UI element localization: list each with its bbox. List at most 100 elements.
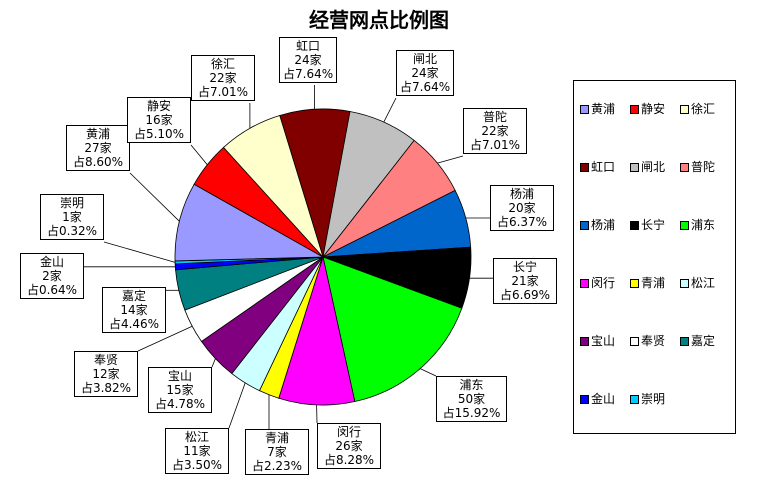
data-label-14: 黄浦 27家 占8.60% bbox=[66, 125, 130, 171]
legend-item: 青浦 bbox=[630, 277, 665, 289]
data-label-2: 普陀 22家 占7.01% bbox=[463, 108, 527, 154]
slice-percent: 占7.64% bbox=[400, 80, 451, 94]
slice-name: 长宁 bbox=[512, 260, 537, 274]
legend-label: 闵行 bbox=[591, 276, 616, 290]
slice-percent: 占0.32% bbox=[46, 224, 98, 238]
slice-name: 松江 bbox=[184, 430, 209, 444]
legend-item: 松江 bbox=[680, 277, 715, 289]
slice-name: 崇明 bbox=[59, 196, 84, 210]
slice-percent: 占15.92% bbox=[442, 406, 501, 420]
legend-label: 青浦 bbox=[641, 276, 666, 290]
legend-item: 静安 bbox=[630, 103, 665, 115]
legend-label: 浦东 bbox=[691, 218, 716, 232]
pie-slice-16 bbox=[222, 114, 324, 258]
leader-line-8 bbox=[228, 382, 246, 429]
legend: 黄浦 静安 徐汇虹口 闸北 普陀杨浦 长宁 浦东闵行 青浦 松江宝山 奉贤 嘉定金山 崇明 bbox=[573, 80, 736, 434]
legend-swatch bbox=[630, 337, 639, 346]
slice-name: 黄浦 bbox=[85, 127, 110, 141]
legend-item: 普陀 bbox=[680, 161, 715, 173]
leader-line-15 bbox=[190, 144, 208, 165]
slice-percent: 占4.78% bbox=[154, 397, 206, 411]
data-label-5: 浦东 50家 占15.92% bbox=[436, 376, 507, 422]
slice-count: 14家 bbox=[120, 303, 148, 317]
slice-percent: 占6.69% bbox=[499, 288, 551, 302]
legend-item: 闵行 bbox=[580, 277, 615, 289]
legend-item: 徐汇 bbox=[680, 103, 715, 115]
leader-line-10 bbox=[137, 325, 193, 352]
data-label-6: 闵行 26家 占8.28% bbox=[317, 423, 381, 469]
legend-label: 宝山 bbox=[591, 334, 616, 348]
legend-item: 闸北 bbox=[630, 161, 665, 173]
legend-item: 金山 bbox=[580, 393, 615, 405]
slice-name: 奉贤 bbox=[93, 353, 118, 367]
legend-swatch bbox=[580, 105, 589, 114]
data-label-0: 虹口 24家 占7.64% bbox=[279, 37, 337, 83]
legend-label: 金山 bbox=[591, 392, 616, 406]
slice-name: 徐汇 bbox=[210, 57, 235, 71]
slice-name: 杨浦 bbox=[509, 187, 534, 201]
data-label-7: 青浦 7家 占2.23% bbox=[245, 429, 309, 475]
legend-item: 崇明 bbox=[630, 393, 665, 405]
slice-percent: 占3.50% bbox=[171, 458, 223, 472]
legend-item: 嘉定 bbox=[680, 335, 715, 347]
slice-count: 22家 bbox=[481, 124, 509, 138]
legend-label: 静安 bbox=[641, 102, 666, 116]
leader-line-2 bbox=[437, 155, 464, 164]
legend-swatch bbox=[580, 279, 589, 288]
legend-label: 嘉定 bbox=[691, 334, 716, 348]
slice-percent: 占0.64% bbox=[26, 283, 78, 297]
data-label-10: 奉贤 12家 占3.82% bbox=[74, 351, 138, 397]
legend-swatch bbox=[680, 221, 689, 230]
slice-count: 1家 bbox=[62, 210, 82, 224]
data-label-9: 宝山 15家 占4.78% bbox=[148, 367, 212, 413]
leader-line-9 bbox=[211, 358, 216, 368]
slice-count: 16家 bbox=[145, 113, 173, 127]
legend-label: 黄浦 bbox=[591, 102, 616, 116]
slice-percent: 占7.01% bbox=[469, 138, 521, 152]
slice-count: 15家 bbox=[166, 383, 194, 397]
pie-slice-5 bbox=[322, 256, 463, 403]
data-label-15: 静安 16家 占5.10% bbox=[127, 97, 191, 143]
data-label-13: 崇明 1家 占0.32% bbox=[40, 194, 104, 240]
legend-label: 徐汇 bbox=[691, 102, 716, 116]
slice-percent: 占2.23% bbox=[251, 459, 303, 473]
legend-item: 宝山 bbox=[580, 335, 615, 347]
data-label-11: 嘉定 14家 占4.46% bbox=[102, 287, 166, 333]
legend-label: 崇明 bbox=[641, 392, 666, 406]
leader-line-5 bbox=[420, 368, 437, 377]
leader-line-1 bbox=[383, 97, 397, 123]
leader-line-13 bbox=[103, 241, 176, 263]
legend-item: 浦东 bbox=[680, 219, 715, 231]
slice-percent: 占7.01% bbox=[197, 85, 249, 99]
legend-label: 杨浦 bbox=[591, 218, 616, 232]
data-label-12: 金山 2家 占0.64% bbox=[20, 253, 84, 299]
legend-label: 闸北 bbox=[641, 160, 666, 174]
legend-item: 杨浦 bbox=[580, 219, 615, 231]
legend-label: 松江 bbox=[691, 276, 716, 290]
legend-swatch bbox=[680, 163, 689, 172]
slice-percent: 占8.60% bbox=[72, 155, 124, 169]
legend-item: 黄浦 bbox=[580, 103, 615, 115]
legend-swatch bbox=[630, 163, 639, 172]
slice-name: 普陀 bbox=[482, 110, 507, 124]
legend-swatch bbox=[630, 395, 639, 404]
slice-count: 24家 bbox=[294, 53, 322, 67]
legend-swatch bbox=[630, 221, 639, 230]
legend-swatch bbox=[580, 163, 589, 172]
slice-count: 26家 bbox=[335, 439, 363, 453]
slice-count: 27家 bbox=[84, 141, 112, 155]
slice-count: 11家 bbox=[183, 444, 211, 458]
legend-item: 虹口 bbox=[580, 161, 615, 173]
slice-percent: 占7.64% bbox=[283, 67, 334, 81]
slice-percent: 占8.28% bbox=[323, 453, 375, 467]
data-label-4: 长宁 21家 占6.69% bbox=[493, 258, 557, 304]
legend-swatch bbox=[580, 337, 589, 346]
legend-swatch bbox=[630, 279, 639, 288]
legend-label: 长宁 bbox=[641, 218, 666, 232]
legend-item: 奉贤 bbox=[630, 335, 665, 347]
chart-title: 经营网点比例图 bbox=[309, 8, 449, 32]
slice-name: 浦东 bbox=[459, 378, 484, 392]
legend-label: 虹口 bbox=[591, 160, 616, 174]
slice-name: 金山 bbox=[39, 255, 64, 269]
